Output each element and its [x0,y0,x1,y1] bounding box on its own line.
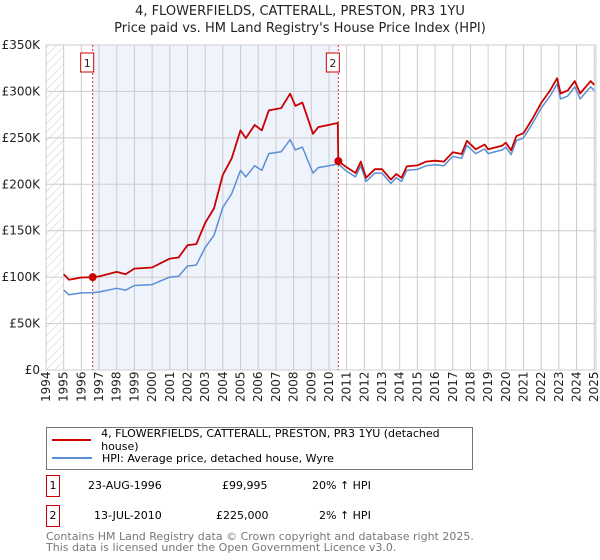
x-tick-label: 2021 [516,371,530,402]
x-tick-label: 2023 [552,371,566,402]
y-tick-label: £350K [2,38,42,52]
y-tick-label: £200K [2,177,42,191]
legend-item-property: 4, FLOWERFIELDS, CATTERALL, PRESTON, PR3… [52,427,472,453]
hpi-line [63,83,595,296]
red-line-swatch [52,439,92,441]
chart-subtitle: Price paid vs. HM Land Registry's House … [114,21,486,36]
x-tick-label: 2012 [357,371,371,402]
x-tick-label: 1997 [92,371,106,402]
ownership-period-shade [92,45,339,370]
y-tick-label: £250K [2,131,42,145]
price-chart: 1994 1995 1996 1997 1998 1999 2000 2001 2002 2003… [2,38,600,402]
y-tick-label: £50K [9,317,41,331]
sale-hpi-diff: 20% ↑ HPI [312,479,371,492]
x-tick-label: 2013 [375,371,389,402]
x-tick-label: 2000 [145,371,159,402]
x-tick-label: 2007 [269,371,283,402]
sale-date: 13-JUL-2010 [94,509,162,522]
x-tick-label: 2011 [340,371,354,402]
sale-price: £225,000 [216,509,269,522]
pre-data-hatch [46,45,64,370]
x-tick-label: 2020 [499,371,513,402]
x-tick-label: 1994 [39,371,53,402]
price-paid-line [63,77,595,281]
chart-title: 4, FLOWERFIELDS, CATTERALL, PRESTON, PR3… [135,4,465,19]
x-tick-label: 2009 [304,371,318,402]
sale-date: 23-AUG-1996 [88,479,162,492]
sale-badge: 2 [46,505,60,527]
x-tick-label: 2014 [393,371,407,402]
sale-price: £99,995 [222,479,268,492]
x-tick-label: 1999 [127,371,141,402]
x-tick-label: 2003 [198,371,212,402]
x-tick-label: 2016 [428,371,442,402]
legend-label: 4, FLOWERFIELDS, CATTERALL, PRESTON, PR3… [101,427,440,453]
post-data-hatch [594,45,596,370]
footer-licence: This data is licensed under the Open Gov… [46,541,397,554]
blue-line-swatch [52,457,92,459]
x-tick-label: 2017 [446,371,460,402]
sale-hpi-diff: 2% ↑ HPI [319,509,371,522]
footer-copyright: Contains HM Land Registry data © Crown c… [46,530,474,543]
sale-row-1: 1 23-AUG-1996 £99,995 20% ↑ HPI [46,475,446,497]
sale-badge: 1 [46,475,60,497]
x-tick-label: 1995 [57,371,71,402]
x-tick-label: 2006 [251,371,265,402]
x-tick-label: 1998 [110,371,124,402]
x-tick-label: 2001 [163,371,177,402]
legend: 4, FLOWERFIELDS, CATTERALL, PRESTON, PR3… [46,427,473,470]
x-tick-label: 2019 [481,371,495,402]
sale-marker-badge [325,52,340,73]
x-tick-label: 2018 [463,371,477,402]
legend-item-hpi: HPI: Average price, detached house, Wyre [52,450,334,466]
x-tick-label: 2004 [216,371,230,402]
x-tick-label: 2022 [534,371,548,402]
x-tick-label: 2024 [570,371,584,402]
legend-label: HPI: Average price, detached house, Wyre [102,451,334,465]
plot-border [45,44,597,371]
x-tick-label: 2025 [587,371,600,402]
y-tick-label: £0 [25,363,40,377]
y-tick-label: £100K [2,270,42,284]
x-tick-label: 2005 [234,371,248,402]
sale-point [88,273,97,282]
sale-point [334,157,343,166]
x-tick-label: 1996 [74,371,88,402]
sale-marker-badge [80,52,95,73]
x-tick-label: 2008 [287,371,301,402]
x-tick-label: 2002 [180,371,194,402]
y-tick-label: £150K [2,224,42,238]
sale-marker-label: 1 [84,57,91,70]
y-tick-label: £300K [2,84,42,98]
sale-marker-label: 2 [329,57,336,70]
x-tick-label: 2015 [410,371,424,402]
x-tick-label: 2010 [322,371,336,402]
sale-row-2: 2 13-JUL-2010 £225,000 2% ↑ HPI [46,505,446,527]
